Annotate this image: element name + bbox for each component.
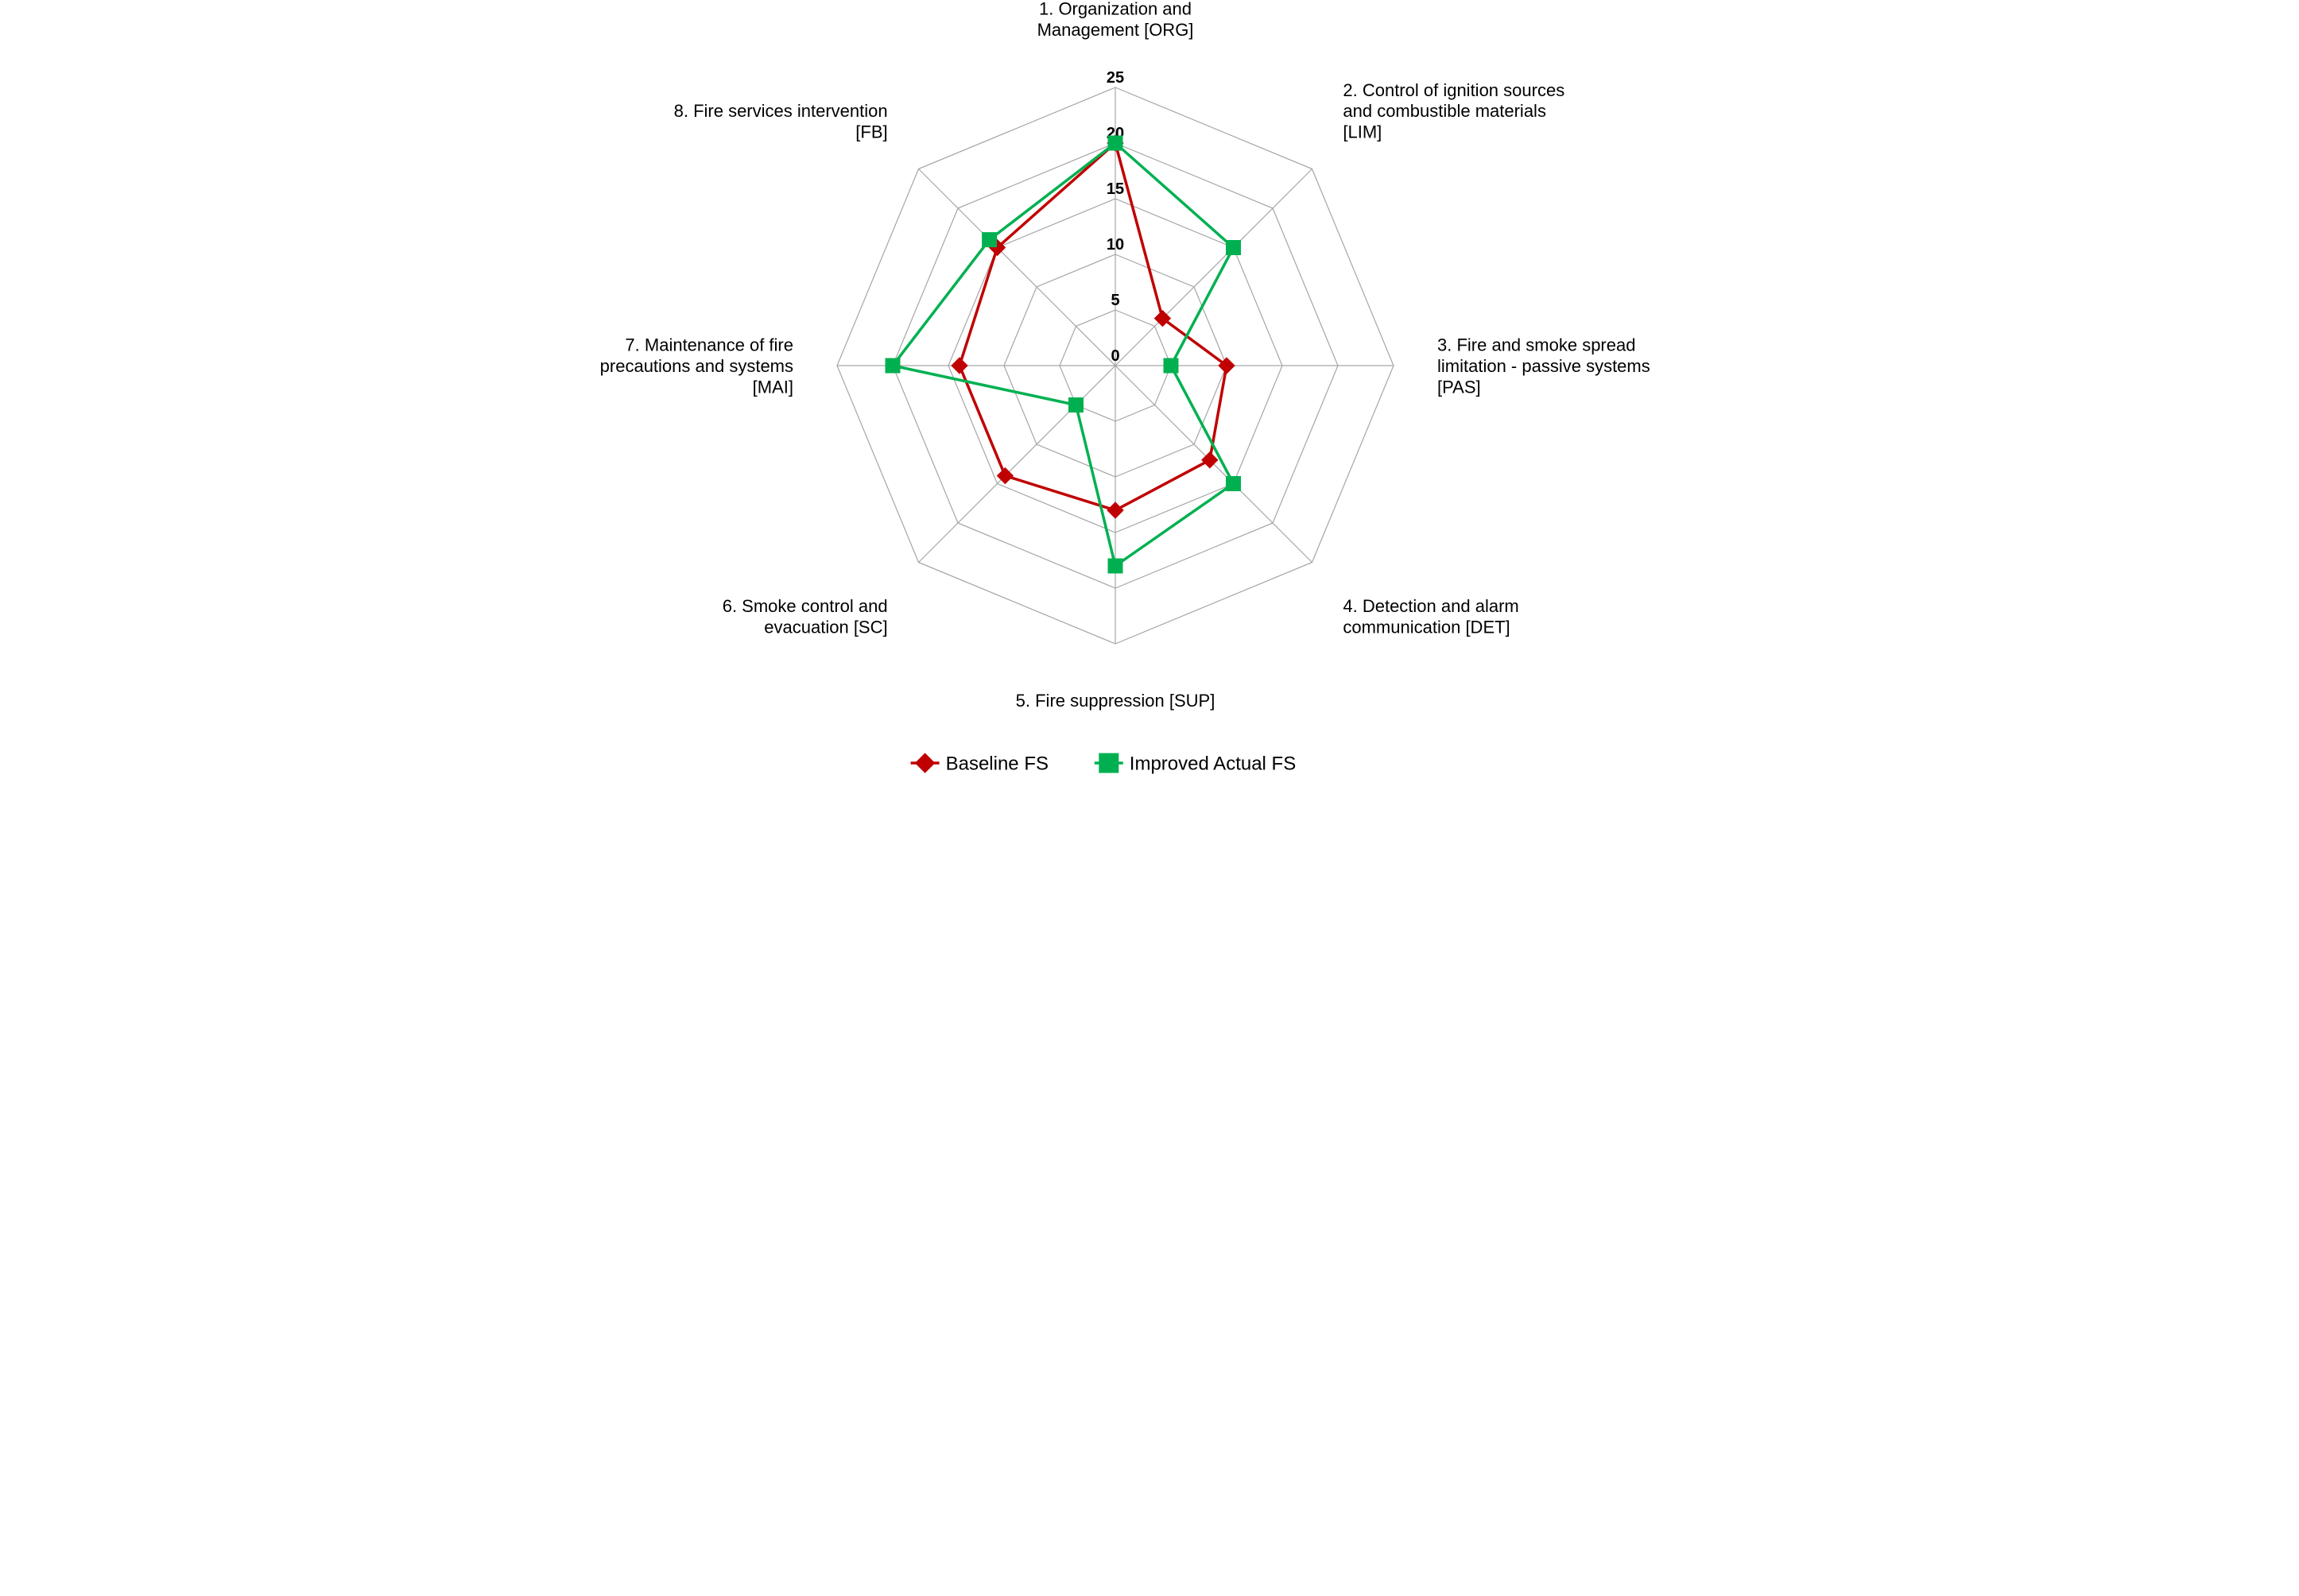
marker-square [983, 233, 997, 247]
marker-square [886, 358, 900, 373]
category-label: 4. Detection and alarmcommunication [DET… [1343, 596, 1518, 637]
marker-square [1164, 358, 1178, 373]
axis-tick-label: 10 [1107, 236, 1124, 254]
axis-tick-label: 5 [1111, 292, 1119, 309]
legend-label: Improved Actual FS [1130, 753, 1296, 774]
radar-chart-container: 05101520251. Organization andManagement … [575, 0, 1724, 798]
marker-square [1226, 241, 1240, 255]
category-label: 5. Fire suppression [SUP] [1016, 691, 1215, 711]
category-label: 1. Organization andManagement [ORG] [1037, 0, 1194, 40]
radar-chart: 05101520251. Organization andManagement … [575, 0, 1724, 798]
legend: Baseline FS Improved Actual FS [911, 753, 1297, 774]
axis-tick-label: 0 [1111, 347, 1119, 365]
marker-square [1099, 753, 1118, 773]
marker-square [1069, 397, 1084, 412]
marker-square [1108, 136, 1122, 150]
marker-square [1108, 559, 1122, 573]
marker-square [1226, 476, 1240, 490]
legend-label: Baseline FS [946, 753, 1049, 774]
axis-tick-label: 15 [1107, 180, 1124, 198]
axis-tick-label: 25 [1107, 69, 1124, 87]
